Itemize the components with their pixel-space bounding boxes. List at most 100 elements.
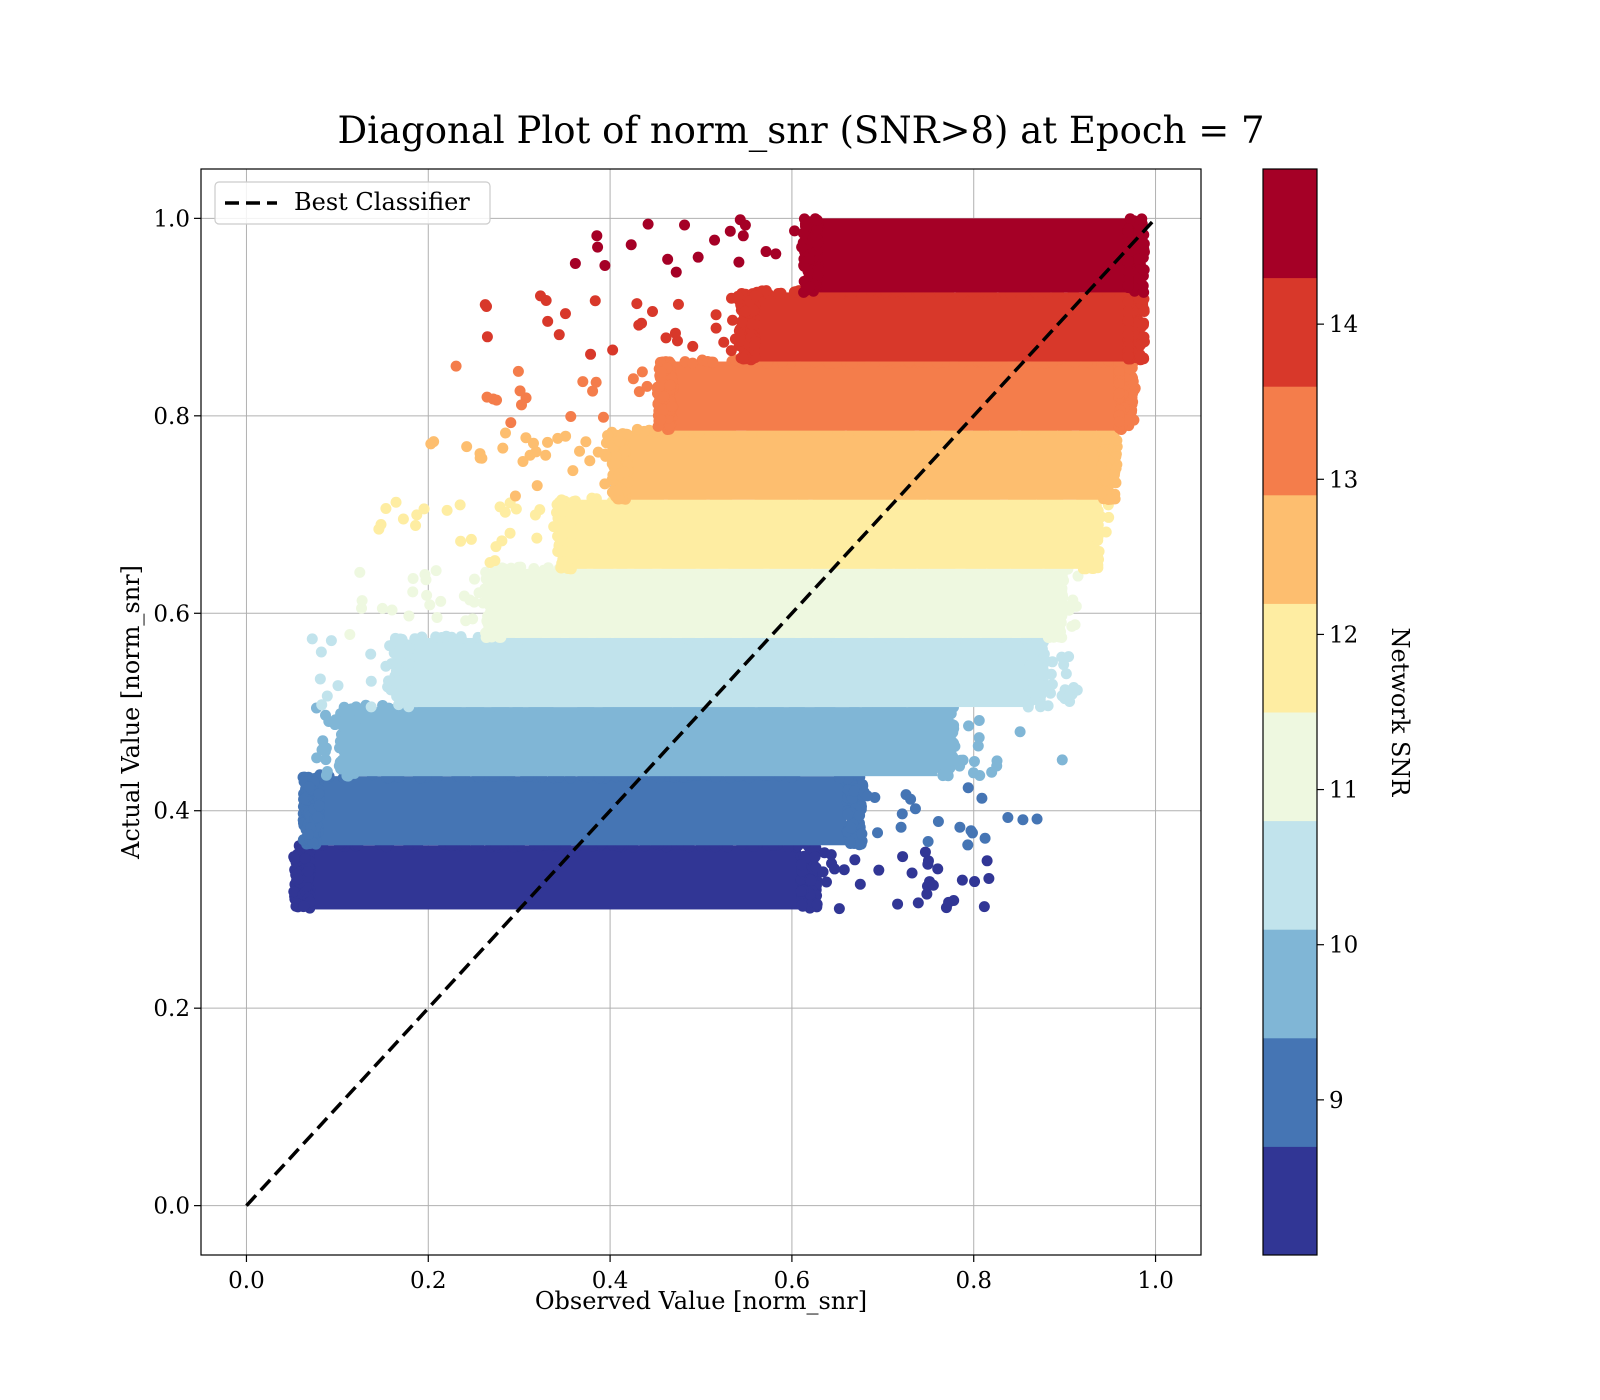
data-point: [912, 897, 924, 909]
data-point: [599, 260, 611, 272]
colorbar-segment: [1263, 1146, 1317, 1256]
data-point: [718, 336, 730, 348]
data-point: [956, 874, 968, 886]
colorbar-segment: [1263, 277, 1317, 387]
data-point: [972, 740, 984, 752]
data-point: [345, 704, 357, 716]
data-point: [797, 227, 809, 239]
data-point: [529, 509, 541, 521]
data-point: [679, 219, 691, 231]
data-point: [440, 630, 452, 642]
data-point: [316, 699, 328, 711]
colorbar-ticks: 9 10 11 12 13 14: [1317, 312, 1358, 1114]
data-point: [390, 496, 402, 508]
data-point: [407, 586, 419, 598]
data-point: [484, 569, 496, 581]
data-point: [1092, 519, 1104, 531]
data-point: [922, 855, 934, 867]
data-point: [733, 256, 745, 268]
data-point: [897, 851, 909, 863]
data-point: [1071, 684, 1083, 696]
data-point: [1041, 613, 1053, 625]
colorbar-frame: [1262, 168, 1318, 1256]
data-point: [618, 466, 630, 478]
data-point: [1056, 631, 1068, 643]
data-point: [403, 610, 415, 622]
data-point: [380, 502, 392, 514]
data-point: [531, 532, 543, 544]
data-point: [658, 390, 670, 402]
colorbar: [1262, 168, 1318, 1256]
data-point: [356, 602, 368, 614]
data-point: [611, 485, 623, 497]
data-point: [737, 230, 749, 242]
data-point: [590, 376, 602, 388]
data-point: [957, 754, 969, 766]
data-point: [775, 287, 787, 299]
data-point: [410, 520, 422, 532]
data-point: [542, 315, 554, 327]
data-point: [497, 442, 509, 454]
data-point: [656, 366, 668, 378]
data-point: [344, 628, 356, 640]
data-point: [710, 322, 722, 334]
data-point: [1138, 264, 1150, 276]
data-point: [1022, 701, 1034, 713]
data-point: [746, 318, 758, 330]
data-point: [633, 386, 645, 398]
y-tick-label: 0.4: [153, 799, 190, 825]
data-point: [540, 449, 552, 461]
data-point: [450, 360, 462, 372]
data-point: [500, 427, 512, 439]
data-point: [385, 684, 397, 696]
data-point: [321, 690, 333, 702]
data-point: [1138, 336, 1150, 348]
data-point: [441, 504, 453, 516]
data-point: [641, 380, 653, 392]
data-point: [974, 769, 986, 781]
colorbar-segment: [1263, 169, 1317, 279]
band-core: [355, 707, 938, 777]
data-point: [1067, 594, 1079, 606]
data-point: [820, 876, 832, 888]
data-point: [937, 705, 949, 717]
data-point: [932, 863, 944, 875]
data-point: [724, 225, 736, 237]
data-point: [872, 827, 884, 839]
data-point: [687, 340, 699, 352]
data-point: [1056, 754, 1068, 766]
data-point: [386, 604, 398, 616]
data-point: [592, 446, 604, 458]
data-point: [909, 803, 921, 815]
data-point: [1041, 592, 1053, 604]
data-point: [397, 513, 409, 525]
data-point: [829, 863, 841, 875]
data-point: [812, 269, 824, 281]
data-point: [856, 828, 868, 840]
data-point: [614, 435, 626, 447]
data-point: [565, 551, 577, 563]
data-point: [1046, 678, 1058, 690]
data-point: [592, 241, 604, 253]
data-point: [1086, 550, 1098, 562]
data-point: [692, 251, 704, 263]
band-core: [501, 568, 1047, 638]
x-axis-ticks: 0.0 0.2 0.4 0.6 0.8 1.0: [228, 1255, 1174, 1294]
data-point: [749, 339, 761, 351]
data-point: [409, 633, 421, 645]
data-point: [736, 316, 748, 328]
data-point: [968, 755, 980, 767]
data-point: [424, 599, 436, 611]
data-point: [809, 851, 821, 863]
data-point: [1050, 574, 1062, 586]
data-point: [302, 865, 314, 877]
snr-band-points: [373, 492, 1115, 575]
x-tick-label: 0.0: [228, 1268, 265, 1294]
data-point: [935, 751, 947, 763]
data-point: [848, 785, 860, 797]
data-point: [334, 735, 346, 747]
data-point: [627, 373, 639, 385]
data-point: [833, 903, 845, 915]
data-point: [599, 478, 611, 490]
data-point: [983, 873, 995, 885]
